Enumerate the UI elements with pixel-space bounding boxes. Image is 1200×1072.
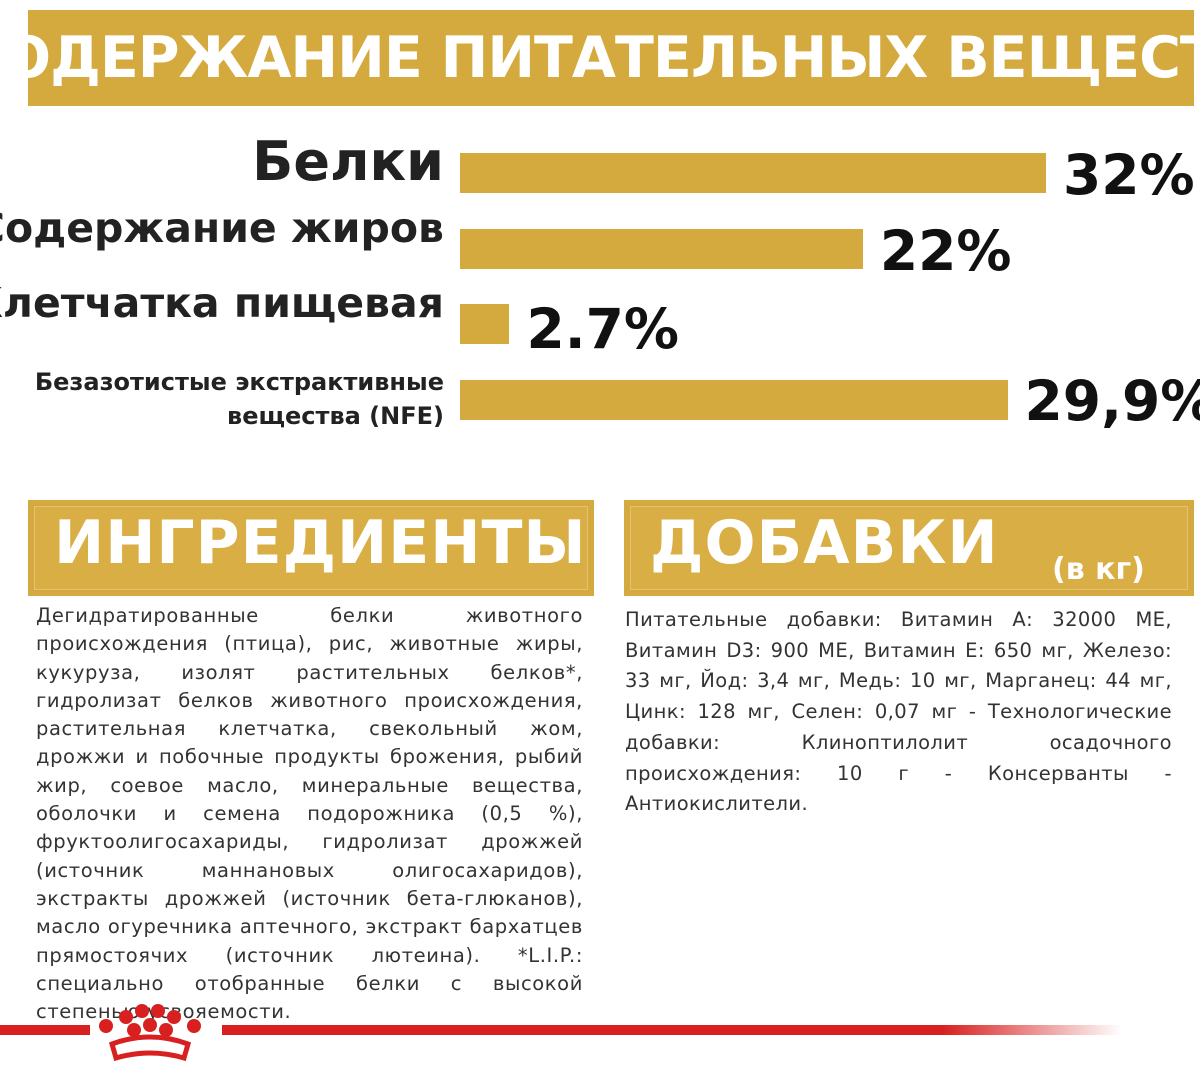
footer-rule-left (0, 1025, 90, 1035)
additives-title: ДОБАВКИ (650, 508, 999, 578)
nutrient-value-label: 32% (1063, 143, 1195, 207)
nutrient-bar (460, 304, 510, 344)
nutrient-label: Содержание жиров (0, 204, 444, 252)
nutrient-label: Безазотистые экстрактивные вещества (NFE… (34, 368, 444, 430)
additives-unit-note: (в кг) (1052, 552, 1145, 587)
ingredients-header: ИНГРЕДИЕНТЫ (28, 500, 594, 596)
nutrient-bar (460, 229, 863, 269)
nutrient-bar (460, 153, 1046, 193)
additives-header: ДОБАВКИ (в кг) (624, 500, 1194, 596)
nutrient-value-label: 29,9% (1024, 369, 1200, 433)
ingredients-text: Дегидратированные белки животного происх… (36, 604, 583, 1024)
footer-rule-right (222, 1025, 1122, 1035)
additives-text: Питательные добавки: Витамин А: 32000 МЕ… (625, 608, 1172, 816)
nutrient-value-label: 2.7% (526, 297, 679, 361)
nutrient-label: Клетчатка пищевая (0, 279, 444, 327)
nutrient-bar (460, 380, 1008, 420)
title-banner: СОДЕРЖАНИЕ ПИТАТЕЛЬНЫХ ВЕЩЕСТВ (0, 10, 1200, 106)
ingredients-title: ИНГРЕДИЕНТЫ (54, 508, 587, 578)
nutrient-label: Белки (252, 130, 444, 193)
page-title: СОДЕРЖАНИЕ ПИТАТЕЛЬНЫХ ВЕЩЕСТВ (0, 25, 1200, 91)
nutrient-value-label: 22% (879, 219, 1012, 283)
crown-icon (99, 1004, 201, 1062)
